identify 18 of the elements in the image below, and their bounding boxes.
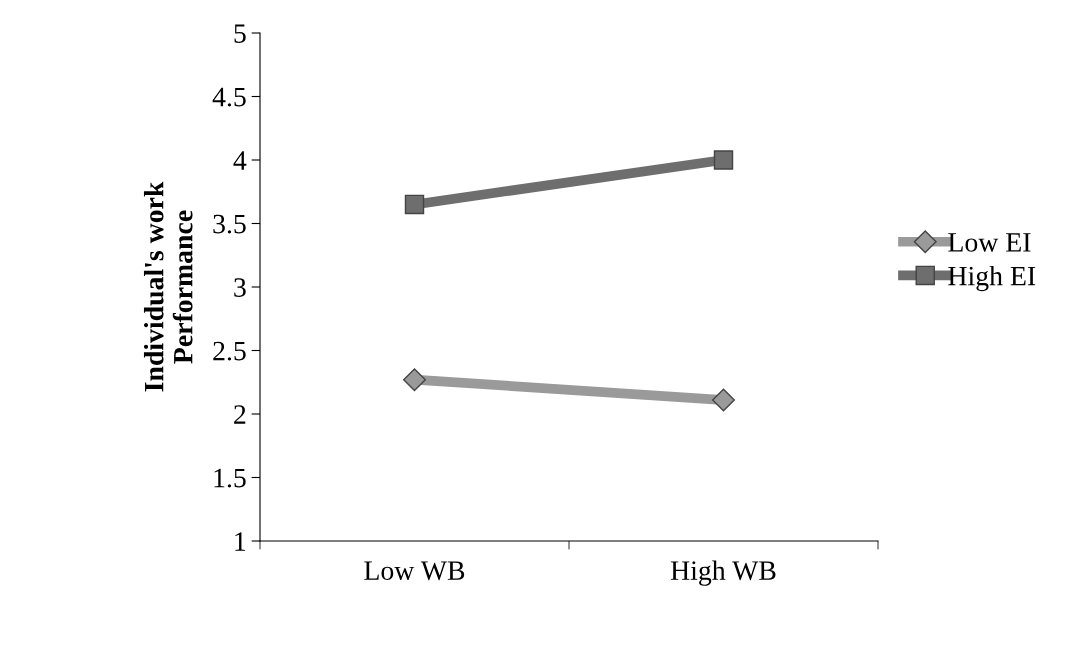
y-tick-label: 3.5 bbox=[213, 214, 246, 234]
y-tick-label: 2 bbox=[234, 405, 246, 424]
y-tick-label: 1 bbox=[235, 532, 246, 551]
y-tick-label: 1.5 bbox=[214, 468, 246, 488]
y-tick-label: 2.5 bbox=[213, 341, 246, 361]
point bbox=[712, 388, 735, 412]
legend-label: High EI bbox=[948, 265, 1036, 292]
y-tick-label: 4 bbox=[233, 151, 247, 170]
point bbox=[403, 368, 426, 392]
legend-label: Low EI bbox=[948, 233, 1031, 252]
point bbox=[404, 194, 425, 215]
y-tick-label: 5 bbox=[234, 24, 246, 43]
y-tick-label: 4.5 bbox=[212, 87, 246, 107]
point bbox=[713, 150, 734, 170]
y-axis-title: Individual's work Performance bbox=[143, 181, 193, 392]
y-tick-label: 3 bbox=[234, 278, 246, 297]
x-tick-label: High WB bbox=[670, 560, 776, 586]
x-tick-label: Low WB bbox=[364, 561, 465, 581]
